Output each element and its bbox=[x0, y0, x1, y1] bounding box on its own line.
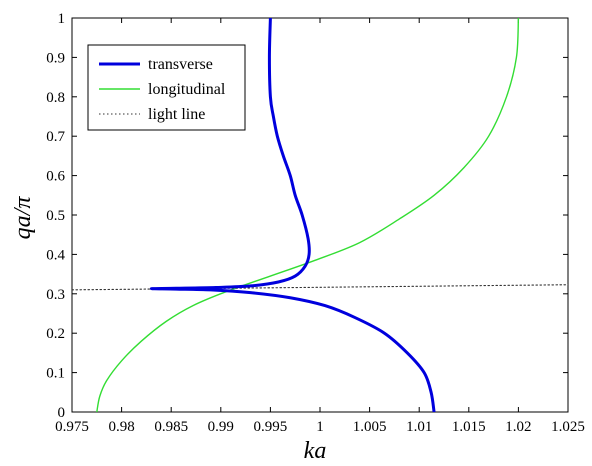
y-tick-label: 0.8 bbox=[46, 90, 65, 106]
y-tick-label: 0.5 bbox=[46, 208, 65, 224]
series-lines bbox=[72, 18, 568, 412]
x-tick-label: 1.02 bbox=[505, 419, 531, 435]
y-tick-label: 0.6 bbox=[46, 169, 65, 185]
x-axis-label: ka bbox=[304, 438, 327, 464]
legend-box bbox=[87, 44, 246, 131]
legend: transverse longitudinal light line bbox=[87, 44, 246, 131]
y-tick-label: 0.1 bbox=[46, 366, 65, 382]
x-tick-label: 0.975 bbox=[55, 419, 89, 435]
y-tick-label: 0 bbox=[58, 405, 66, 421]
y-tick-label: 0.4 bbox=[46, 247, 65, 263]
legend-label-longitudinal: longitudinal bbox=[148, 81, 226, 98]
x-tick-label: 0.985 bbox=[154, 419, 188, 435]
x-tick-label: 1.005 bbox=[353, 419, 387, 435]
x-tick-label: 1.025 bbox=[551, 419, 585, 435]
legend-label-light-line: light line bbox=[148, 106, 205, 123]
y-tick-label: 0.3 bbox=[46, 287, 65, 303]
x-tick-label: 1.015 bbox=[452, 419, 486, 435]
x-tick-label: 1 bbox=[316, 419, 324, 435]
y-tick-label: 1 bbox=[58, 11, 66, 27]
x-tick-label: 0.995 bbox=[254, 419, 288, 435]
tick-labels: 0.975 0.98 0.985 0.99 0.995 1 1.005 1.01 1.015 1.… bbox=[46, 11, 585, 435]
y-axis-label: qa/π bbox=[10, 196, 36, 240]
y-tick-label: 0.2 bbox=[46, 326, 65, 342]
y-tick-label: 0.7 bbox=[46, 129, 65, 145]
x-tick-label: 1.01 bbox=[406, 419, 432, 435]
legend-label-transverse: transverse bbox=[148, 56, 213, 73]
series-line-transverse bbox=[149, 18, 436, 412]
y-tick-label: 0.9 bbox=[46, 50, 65, 66]
x-tick-label: 0.99 bbox=[208, 419, 234, 435]
series-line-longitudinal bbox=[96, 18, 520, 412]
series-line-light-line bbox=[72, 284, 568, 291]
x-tick-label: 0.98 bbox=[108, 419, 134, 435]
